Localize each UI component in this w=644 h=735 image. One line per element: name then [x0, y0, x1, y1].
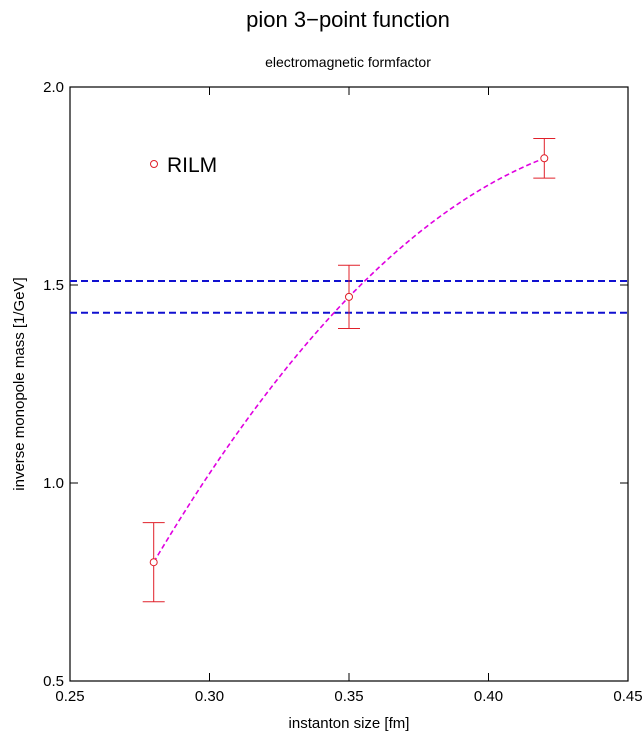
y-tick-label: 2.0	[43, 79, 64, 96]
legend-marker	[150, 160, 158, 168]
fit-curve-group	[153, 157, 545, 563]
x-tick-label: 0.30	[195, 688, 224, 705]
legend-label: RILM	[167, 154, 217, 177]
data-point	[142, 522, 165, 603]
y-tick-label: 0.5	[43, 673, 64, 690]
y-axis-label: inverse monopole mass [1/GeV]	[11, 277, 28, 490]
x-tick-label: 0.45	[613, 688, 642, 705]
chart-title: pion 3−point function	[246, 7, 450, 32]
data-point	[338, 264, 360, 330]
legend: RILM	[150, 154, 217, 177]
point-marker	[149, 558, 158, 567]
axis-ticks: 0.25 0.30 0.35 0.40 0.45 0.5 1.0 1.5 2.0	[43, 79, 642, 705]
x-axis-label: instanton size [fm]	[289, 715, 410, 732]
point-marker	[540, 154, 549, 163]
x-tick-label: 0.25	[55, 688, 84, 705]
data-points	[142, 137, 556, 603]
x-tick-label: 0.35	[334, 688, 363, 705]
point-marker	[345, 292, 353, 301]
fit-curve	[153, 157, 545, 563]
y-tick-label: 1.5	[43, 277, 64, 294]
x-tick-label: 0.40	[474, 688, 503, 705]
y-tick-label: 1.0	[43, 475, 64, 492]
chart-subtitle: electromagnetic formfactor	[265, 54, 431, 70]
data-point	[533, 137, 556, 179]
